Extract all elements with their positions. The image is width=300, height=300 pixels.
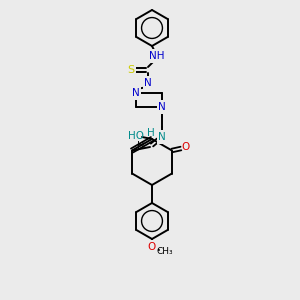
Text: NH: NH: [149, 51, 165, 61]
Text: N: N: [144, 78, 152, 88]
Text: CH₃: CH₃: [157, 248, 173, 256]
Text: N: N: [158, 102, 166, 112]
Text: O: O: [148, 242, 156, 252]
Text: N: N: [132, 88, 140, 98]
Text: O: O: [182, 142, 190, 152]
Text: H: H: [137, 141, 145, 151]
Text: HO: HO: [128, 131, 144, 141]
Text: S: S: [128, 65, 135, 75]
Text: N: N: [158, 132, 166, 142]
Text: H: H: [147, 128, 155, 138]
